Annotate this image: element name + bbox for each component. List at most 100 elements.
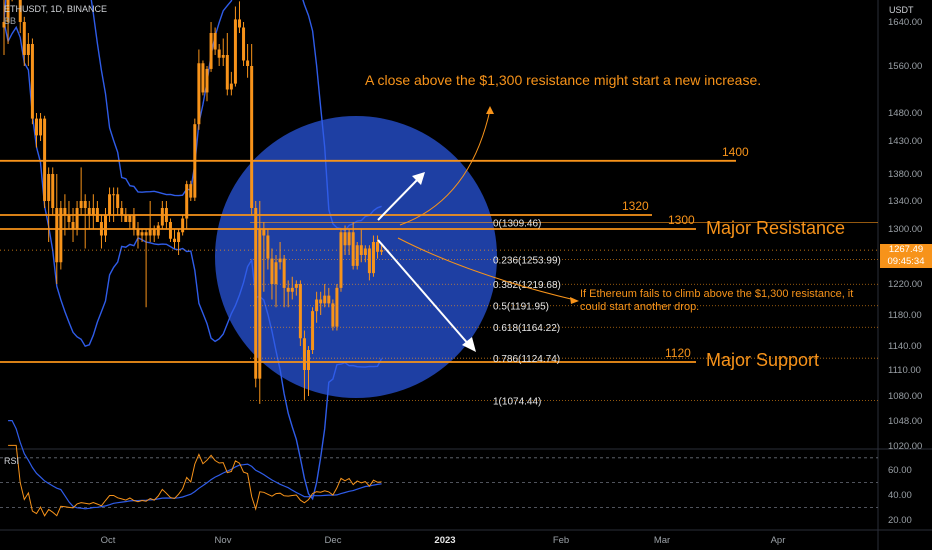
candle-body[interactable]: [104, 215, 107, 236]
bottom-annotation[interactable]: If Ethereum fails to climb above the $1,…: [580, 288, 853, 314]
candle-body[interactable]: [51, 174, 55, 208]
candle-body[interactable]: [30, 44, 34, 119]
candle-body[interactable]: [55, 208, 59, 263]
candle-body[interactable]: [315, 299, 319, 312]
top-annotation[interactable]: A close above the $1,300 resistance migh…: [365, 72, 762, 88]
candle-body[interactable]: [278, 258, 282, 263]
candle-body[interactable]: [262, 229, 266, 236]
candle-body[interactable]: [144, 232, 148, 236]
candle-body[interactable]: [43, 118, 47, 201]
candle-body[interactable]: [87, 208, 91, 215]
candle-body[interactable]: [335, 287, 339, 327]
candle-body[interactable]: [258, 229, 262, 379]
candle-body[interactable]: [75, 208, 79, 229]
candle-body[interactable]: [201, 63, 205, 93]
candle-body[interactable]: [160, 208, 164, 226]
candle-body[interactable]: [351, 232, 355, 266]
candle-body[interactable]: [233, 19, 237, 84]
candle-body[interactable]: [250, 66, 254, 208]
candle-body[interactable]: [282, 258, 286, 288]
rsi-line[interactable]: [8, 444, 382, 517]
candle-body[interactable]: [339, 232, 343, 288]
candle-body[interactable]: [213, 33, 217, 50]
candle-body[interactable]: [274, 262, 278, 284]
candle-body[interactable]: [294, 284, 298, 288]
candle-body[interactable]: [246, 60, 250, 67]
candle-body[interactable]: [79, 201, 83, 208]
level-label-1400: 1400: [722, 145, 749, 159]
candle-body[interactable]: [380, 250, 384, 252]
top-note-pointer-head: [486, 106, 494, 114]
candle-body[interactable]: [319, 299, 323, 304]
candle-body[interactable]: [140, 232, 144, 236]
candle-body[interactable]: [71, 222, 75, 229]
candle-body[interactable]: [108, 194, 112, 215]
candle-body[interactable]: [367, 248, 371, 274]
candle-body[interactable]: [302, 338, 306, 370]
candle-body[interactable]: [22, 22, 26, 55]
candle-body[interactable]: [168, 222, 172, 239]
candle-body[interactable]: [83, 201, 87, 208]
candle-body[interactable]: [189, 184, 193, 198]
candle-body[interactable]: [148, 229, 152, 236]
candle-body[interactable]: [221, 55, 225, 58]
candle-body[interactable]: [270, 258, 274, 284]
candle-body[interactable]: [343, 232, 347, 246]
candle-body[interactable]: [254, 208, 258, 379]
candle-body[interactable]: [363, 248, 367, 256]
candle-body[interactable]: [298, 284, 302, 339]
candle-body[interactable]: [229, 83, 233, 90]
candle-body[interactable]: [26, 44, 30, 55]
candle-body[interactable]: [217, 49, 221, 58]
candle-body[interactable]: [91, 208, 95, 215]
candle-body[interactable]: [177, 232, 181, 242]
candle-body[interactable]: [286, 287, 290, 292]
candle-body[interactable]: [323, 295, 327, 304]
candle-body[interactable]: [59, 208, 63, 263]
candle-body[interactable]: [185, 184, 189, 219]
rsi-label[interactable]: RSI: [4, 456, 20, 466]
candle-body[interactable]: [18, 0, 22, 22]
candle-body[interactable]: [290, 287, 294, 292]
candle-body[interactable]: [242, 27, 246, 61]
candle-body[interactable]: [152, 229, 156, 236]
candle-body[interactable]: [327, 295, 331, 304]
candle-body[interactable]: [376, 242, 380, 252]
candle-body[interactable]: [355, 245, 359, 266]
candle-body[interactable]: [136, 229, 140, 236]
indicator-label[interactable]: BB: [4, 16, 17, 26]
candle-body[interactable]: [124, 215, 128, 222]
candle-body[interactable]: [120, 208, 124, 215]
major-resistance-label[interactable]: Major Resistance: [706, 218, 846, 238]
candle-body[interactable]: [371, 242, 375, 274]
candle-body[interactable]: [67, 215, 71, 222]
candle-body[interactable]: [237, 19, 241, 28]
major-support-label[interactable]: Major Support: [706, 350, 820, 370]
candle-body[interactable]: [2, 22, 6, 28]
candle-body[interactable]: [307, 350, 310, 370]
candle-body[interactable]: [156, 225, 160, 236]
candle-body[interactable]: [39, 118, 43, 136]
candle-body[interactable]: [47, 174, 51, 201]
candle-body[interactable]: [205, 68, 209, 93]
candle-body[interactable]: [63, 208, 67, 215]
candle-body[interactable]: [112, 194, 116, 196]
candle-body[interactable]: [209, 33, 213, 69]
candle-body[interactable]: [225, 55, 229, 90]
candle-body[interactable]: [116, 194, 120, 208]
symbol-label[interactable]: ETHUSDT, 1D, BINANCE: [4, 4, 108, 14]
candle-body[interactable]: [266, 235, 270, 259]
last-price-badge[interactable]: 1267.49 09:45:34: [880, 244, 932, 268]
candle-body[interactable]: [197, 63, 201, 125]
candle-body[interactable]: [311, 311, 315, 350]
candle-body[interactable]: [359, 245, 363, 255]
candle-body[interactable]: [132, 215, 136, 229]
candle-body[interactable]: [6, 0, 10, 23]
candle-body[interactable]: [347, 232, 351, 246]
candle-body[interactable]: [173, 238, 177, 242]
candle-body[interactable]: [331, 303, 335, 327]
candle-body[interactable]: [34, 118, 38, 136]
candle-body[interactable]: [181, 218, 185, 233]
candle-body[interactable]: [128, 215, 132, 222]
